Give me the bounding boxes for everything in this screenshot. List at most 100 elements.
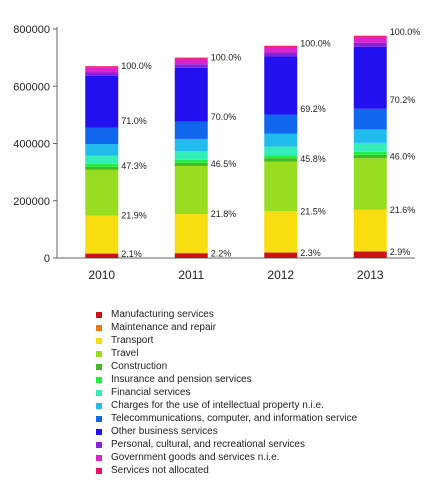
y-tick-label: 400000 xyxy=(13,139,50,151)
legend-item: Insurance and pension services xyxy=(96,373,357,386)
chart-legend: Manufacturing services Maintenance and re… xyxy=(96,308,357,477)
data-label: 71.0% xyxy=(121,116,147,126)
bar-segment xyxy=(264,155,298,159)
bar-segment xyxy=(264,45,298,47)
bar-segment xyxy=(174,151,208,160)
bar-segment xyxy=(353,129,387,143)
data-label: 100.0% xyxy=(390,27,421,37)
bar-segment xyxy=(174,58,208,65)
bar-segment xyxy=(85,127,119,145)
bar-segment xyxy=(353,154,387,159)
bar-segment xyxy=(174,253,208,258)
bar-segment xyxy=(353,209,387,251)
bar-segment xyxy=(174,64,208,68)
bar-segment xyxy=(85,215,119,254)
legend-item: Financial services xyxy=(96,386,357,399)
legend-label: Personal, cultural, and recreational ser… xyxy=(111,439,305,450)
bar-segment xyxy=(85,66,119,68)
bar-segment xyxy=(174,252,208,254)
legend-item: Services not allocated xyxy=(96,464,357,477)
data-label: 45.8% xyxy=(300,154,326,164)
bar-segment xyxy=(85,169,119,216)
data-label: 100.0% xyxy=(300,38,331,48)
legend-label: Charges for the use of intellectual prop… xyxy=(111,400,324,411)
bar-segment xyxy=(353,42,387,47)
legend-label: Services not allocated xyxy=(111,465,209,476)
data-label: 21.6% xyxy=(390,205,416,215)
bar-segment xyxy=(264,253,298,258)
bar-segment xyxy=(264,158,298,162)
data-label: 2.3% xyxy=(300,248,321,258)
data-label: 2.1% xyxy=(121,249,142,259)
bar-segment xyxy=(174,121,208,139)
legend-item: Travel xyxy=(96,347,357,360)
legend-label: Government goods and services n.i.e. xyxy=(111,452,280,463)
data-label: 21.9% xyxy=(121,211,147,221)
legend-label: Financial services xyxy=(111,387,191,398)
legend-item: Government goods and services n.i.e. xyxy=(96,451,357,464)
legend-item: Charges for the use of intellectual prop… xyxy=(96,399,357,412)
data-label: 70.2% xyxy=(390,95,416,105)
bar-segment xyxy=(264,161,298,212)
bar-segment xyxy=(85,166,119,170)
legend-label: Telecommunications, computer, and inform… xyxy=(111,413,358,424)
legend-label: Maintenance and repair xyxy=(111,322,217,333)
legend-label: Other business services xyxy=(111,426,218,437)
bar-segment xyxy=(353,142,387,152)
data-label: 21.8% xyxy=(211,209,237,219)
x-tick-label: 2010 xyxy=(88,268,115,282)
bar-segment xyxy=(174,165,208,215)
bar-segment xyxy=(353,251,387,258)
bar-segment xyxy=(353,108,387,130)
y-tick-label: 0 xyxy=(44,253,50,265)
bar-segment xyxy=(353,151,387,155)
data-label: 100.0% xyxy=(121,61,152,71)
data-label: 47.3% xyxy=(121,161,147,171)
bar-segment xyxy=(353,36,387,43)
legend-item: Maintenance and repair xyxy=(96,321,357,334)
data-label: 21.5% xyxy=(300,206,326,216)
data-label: 2.2% xyxy=(211,249,232,259)
y-tick-label: 800000 xyxy=(13,24,50,36)
bar-segment xyxy=(85,144,119,156)
bar-segment xyxy=(85,163,119,167)
legend-swatch xyxy=(96,441,102,448)
legend-item: Construction xyxy=(96,360,357,373)
bar-segment xyxy=(85,67,119,73)
stacked-bar-chart: 0 200000 400000 600000 800000 2010 2.1% 21.9% 47… xyxy=(13,24,421,282)
legend-item: Manufacturing services xyxy=(96,308,357,321)
legend-swatch xyxy=(96,454,102,461)
bar-segment xyxy=(174,57,208,59)
legend-swatch xyxy=(96,311,102,318)
y-tick-label: 200000 xyxy=(13,196,50,208)
legend-swatch xyxy=(96,402,102,409)
bar-segment xyxy=(353,35,387,37)
data-label: 46.0% xyxy=(390,151,416,161)
bar-segment xyxy=(264,114,298,134)
legend-swatch xyxy=(96,376,102,383)
legend-item: Telecommunications, computer, and inform… xyxy=(96,412,357,425)
bar-segment xyxy=(264,56,298,115)
legend-item: Transport xyxy=(96,334,357,347)
bar-segment xyxy=(353,250,387,252)
bar-segment xyxy=(264,46,298,53)
bar-segment xyxy=(85,75,119,128)
data-label: 70.0% xyxy=(211,112,237,122)
bar-segment xyxy=(174,214,208,253)
data-label: 46.5% xyxy=(211,159,237,169)
bar-segment xyxy=(85,72,119,76)
bar-segment xyxy=(264,146,298,156)
legend-swatch xyxy=(96,324,102,331)
data-label: 100.0% xyxy=(211,53,242,63)
legend-item: Personal, cultural, and recreational ser… xyxy=(96,438,357,451)
bar-segment xyxy=(85,155,119,164)
legend-swatch xyxy=(96,337,102,344)
bar-segment xyxy=(264,252,298,254)
legend-label: Travel xyxy=(111,348,139,359)
legend-swatch xyxy=(96,363,102,370)
legend-item: Other business services xyxy=(96,425,357,438)
data-label: 2.9% xyxy=(390,247,411,257)
bar-segment xyxy=(174,67,208,122)
bar-segment xyxy=(85,253,119,254)
legend-swatch xyxy=(96,415,102,422)
